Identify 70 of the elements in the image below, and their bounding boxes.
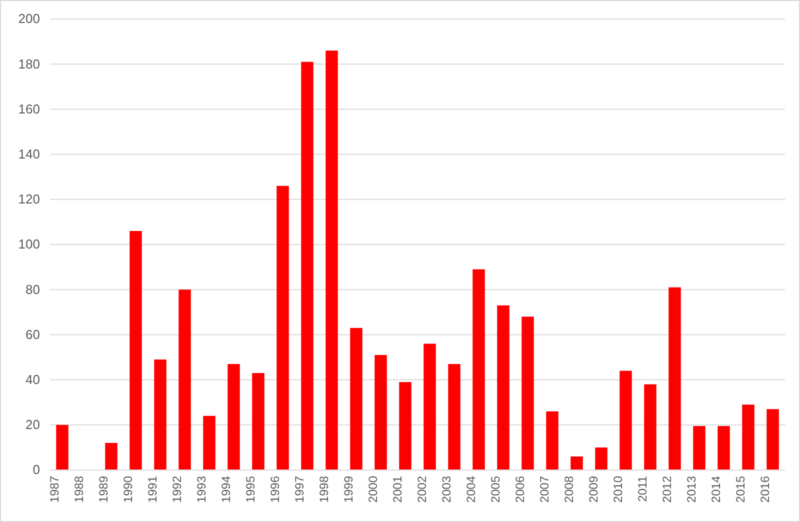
bar bbox=[374, 354, 387, 470]
x-tick-label: 1996 bbox=[268, 476, 282, 503]
y-tick-label: 140 bbox=[18, 146, 40, 162]
x-tick-label: 1992 bbox=[170, 476, 184, 503]
bar bbox=[326, 50, 338, 470]
x-tick-label: 1989 bbox=[96, 476, 111, 503]
y-tick-label: 160 bbox=[18, 101, 40, 116]
bar bbox=[105, 442, 118, 470]
x-tick-label: 1997 bbox=[292, 476, 307, 503]
bar bbox=[497, 305, 510, 470]
y-tick-label: 80 bbox=[26, 282, 40, 297]
bar bbox=[130, 230, 142, 470]
bar bbox=[252, 373, 264, 470]
bar bbox=[178, 290, 191, 470]
x-tick-label: 2005 bbox=[488, 476, 503, 503]
y-tick-label: 40 bbox=[26, 372, 40, 387]
bar bbox=[570, 456, 583, 470]
bar bbox=[350, 328, 362, 470]
x-tick-label: 1994 bbox=[219, 476, 234, 503]
x-tick-label: 2012 bbox=[660, 476, 674, 503]
y-tick-label: 120 bbox=[18, 192, 40, 207]
bar bbox=[693, 426, 706, 470]
x-tick-label: 2010 bbox=[611, 476, 626, 503]
bar bbox=[301, 62, 314, 470]
bar bbox=[154, 360, 166, 470]
x-tick-label: 2001 bbox=[390, 476, 405, 503]
bar bbox=[399, 382, 412, 470]
bar bbox=[228, 364, 240, 470]
x-tick-label: 1991 bbox=[146, 476, 160, 503]
x-tick-label: 2004 bbox=[464, 476, 478, 503]
bar bbox=[766, 409, 779, 470]
x-tick-label: 1993 bbox=[194, 476, 209, 503]
bar bbox=[595, 447, 608, 470]
x-tick-label: 2007 bbox=[538, 476, 552, 503]
bar bbox=[668, 287, 681, 470]
x-tick-label: 2003 bbox=[440, 476, 454, 503]
x-tick-label: 2016 bbox=[758, 476, 772, 503]
x-tick-label: 2006 bbox=[513, 476, 528, 503]
x-tick-label: 1988 bbox=[72, 476, 86, 503]
x-tick-label: 1990 bbox=[121, 476, 136, 503]
x-tick-label: 2011 bbox=[636, 476, 650, 502]
x-tick-label: 2000 bbox=[366, 476, 380, 503]
y-tick-label: 100 bbox=[18, 236, 40, 252]
bar bbox=[546, 411, 558, 470]
x-tick-label: 2009 bbox=[586, 476, 601, 503]
y-tick-label: 180 bbox=[18, 56, 40, 72]
bar bbox=[424, 344, 436, 470]
x-tick-label: 2008 bbox=[562, 476, 576, 503]
x-tick-label: 2002 bbox=[415, 476, 430, 503]
x-tick-label: 1998 bbox=[317, 476, 332, 503]
bar bbox=[203, 416, 216, 470]
bar bbox=[472, 269, 485, 470]
bar bbox=[448, 364, 460, 470]
x-tick-label: 2014 bbox=[709, 476, 724, 503]
bar bbox=[620, 370, 632, 470]
bar bbox=[522, 316, 534, 470]
x-tick-label: 1999 bbox=[342, 476, 356, 503]
y-tick-label: 0 bbox=[32, 462, 40, 478]
x-tick-label: 1995 bbox=[244, 476, 258, 503]
y-tick-label: 200 bbox=[18, 11, 40, 26]
bar bbox=[644, 384, 656, 470]
y-tick-label: 20 bbox=[26, 417, 40, 432]
bar bbox=[56, 424, 68, 470]
x-tick-label: 2015 bbox=[734, 476, 748, 503]
bar bbox=[742, 404, 754, 470]
y-tick-label: 60 bbox=[26, 326, 40, 342]
bar bbox=[276, 186, 289, 470]
bar bbox=[718, 426, 730, 470]
x-tick-label: 1987 bbox=[48, 476, 62, 503]
x-tick-label: 2013 bbox=[684, 476, 699, 503]
